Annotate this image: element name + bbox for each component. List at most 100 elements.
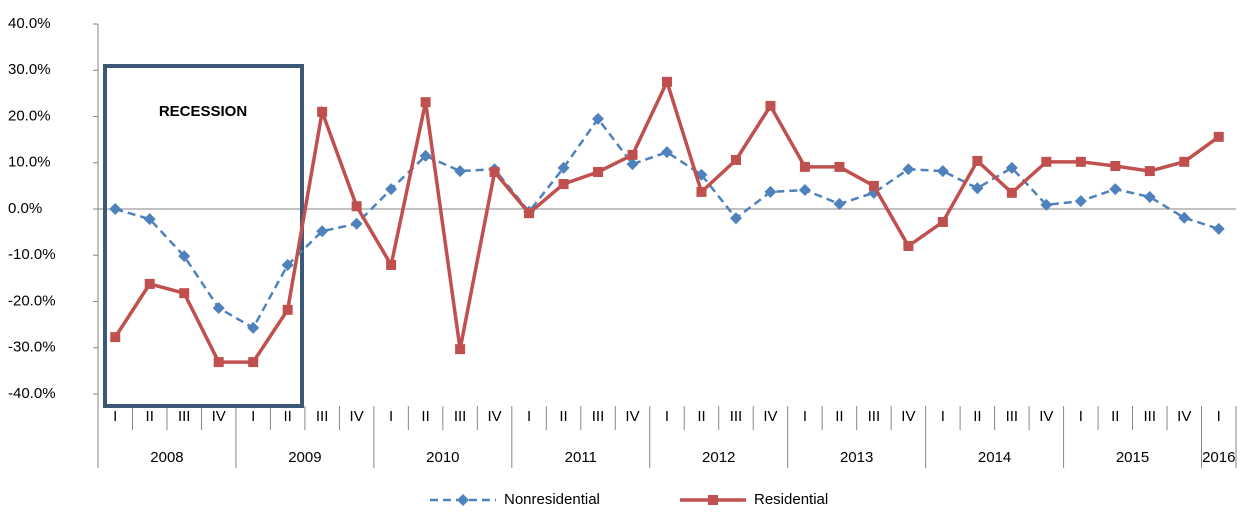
marker [1178,211,1191,224]
x-tick-label: III [868,408,881,425]
marker [110,332,121,343]
x-tick-label: III [730,408,743,425]
year-label: 2012 [702,449,735,466]
marker [730,154,741,165]
x-tick-label: II [973,408,981,425]
x-tick-label: I [941,408,945,425]
marker [351,201,362,212]
marker [281,258,294,271]
x-tick-label: I [1079,408,1083,425]
marker [798,184,811,197]
x-tick-label: III [1144,408,1157,425]
x-tick-label: I [1217,408,1221,425]
marker [1041,156,1052,167]
year-label: 2014 [978,449,1011,466]
x-tick-label: I [665,408,669,425]
marker [1110,160,1121,171]
x-tick-label: IV [763,408,777,425]
marker [109,203,122,215]
x-tick-label: III [316,408,329,425]
marker [248,357,259,368]
marker [868,180,879,191]
marker [386,259,397,270]
marker [316,225,329,238]
marker [799,161,810,172]
marker [1213,131,1224,142]
x-tick-label: II [146,408,154,425]
marker [317,106,328,117]
x-tick-label: I [113,408,117,425]
marker [178,250,191,263]
marker [1006,187,1017,198]
y-tick-label: 10.0% [8,154,51,171]
marker [1074,195,1087,208]
year-label: 2009 [288,449,321,466]
marker [1075,156,1086,167]
x-tick-label: I [527,408,531,425]
marker [1040,198,1053,211]
x-tick-label: IV [625,408,639,425]
y-tick-label: -40.0% [8,385,56,402]
year-label: 2015 [1116,449,1149,466]
x-tick-label: I [803,408,807,425]
year-label: 2008 [150,449,183,466]
x-tick-label: II [283,408,291,425]
year-label: 2011 [565,449,597,466]
marker [1109,183,1122,196]
legend-label: Nonresidential [504,491,600,508]
x-tick-label: IV [350,408,364,425]
marker [1179,156,1190,167]
x-tick-label: II [559,408,567,425]
marker [626,158,639,171]
marker [385,183,398,196]
marker [765,100,776,111]
marker [661,146,673,159]
x-tick-label: II [835,408,843,425]
marker [1212,222,1225,235]
x-tick-label: IV [1177,408,1191,425]
y-tick-label: 30.0% [8,61,51,78]
x-tick-label: II [421,408,429,425]
y-tick-label: 20.0% [8,107,51,124]
marker [903,241,914,251]
marker [557,161,570,174]
x-tick-label: IV [212,408,226,425]
y-tick-label: 40.0% [8,15,51,32]
marker [936,165,949,178]
x-tick-label: III [592,408,605,425]
marker [455,344,466,355]
marker [937,216,948,227]
marker [627,149,638,160]
marker [558,179,569,190]
marker [1144,166,1155,177]
x-tick-label: IV [1039,408,1053,425]
year-label: 2013 [840,449,873,466]
y-tick-label: 0.0% [8,200,42,217]
marker [764,185,777,198]
marker [454,165,467,178]
marker [144,278,155,289]
marker [1005,161,1018,174]
y-tick-label: -20.0% [8,292,56,309]
x-tick-label: II [697,408,705,425]
x-tick-label: IV [487,408,501,425]
marker [420,97,431,108]
marker [662,76,672,87]
x-tick-label: III [454,408,467,425]
marker [708,495,718,505]
x-tick-label: II [1111,408,1119,425]
marker [971,182,984,195]
marker [902,163,915,176]
series-line [113,77,1220,364]
y-tick-label: -10.0% [8,246,56,263]
marker [179,288,190,299]
x-tick-label: I [389,408,393,425]
marker [1143,190,1156,203]
y-tick-label: -30.0% [8,339,56,356]
x-tick-label: I [251,408,255,425]
year-label: 2010 [426,449,459,466]
year-label: 2016 [1202,449,1235,466]
marker [696,186,707,197]
marker [213,357,224,368]
